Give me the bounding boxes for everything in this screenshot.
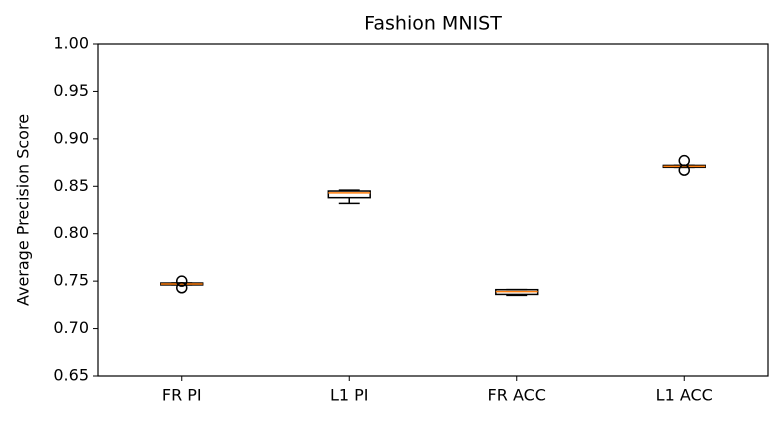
outlier	[176, 275, 188, 287]
y-tick-label: 0.75	[53, 271, 89, 290]
y-tick-label: 0.70	[53, 318, 89, 337]
outlier	[176, 282, 188, 294]
y-axis-label: Average Precision Score	[14, 114, 33, 306]
y-tick-label: 1.00	[53, 34, 89, 53]
box	[327, 190, 371, 199]
chart-title: Fashion MNIST	[364, 13, 502, 35]
outlier	[678, 154, 690, 167]
x-tick-label: L1 ACC	[656, 386, 713, 405]
outlier	[678, 164, 690, 176]
x-tick-label: FR ACC	[488, 386, 546, 405]
y-tick-label: 0.80	[53, 223, 89, 242]
y-tick-label: 0.95	[53, 81, 89, 100]
y-tick-label: 0.65	[53, 366, 89, 385]
x-tick-label: L1 PI	[330, 386, 369, 405]
y-tick-label: 0.90	[53, 128, 89, 147]
plot-frame	[97, 43, 769, 377]
y-tick-label: 0.85	[53, 176, 89, 195]
x-tick-label: FR PI	[162, 386, 202, 405]
